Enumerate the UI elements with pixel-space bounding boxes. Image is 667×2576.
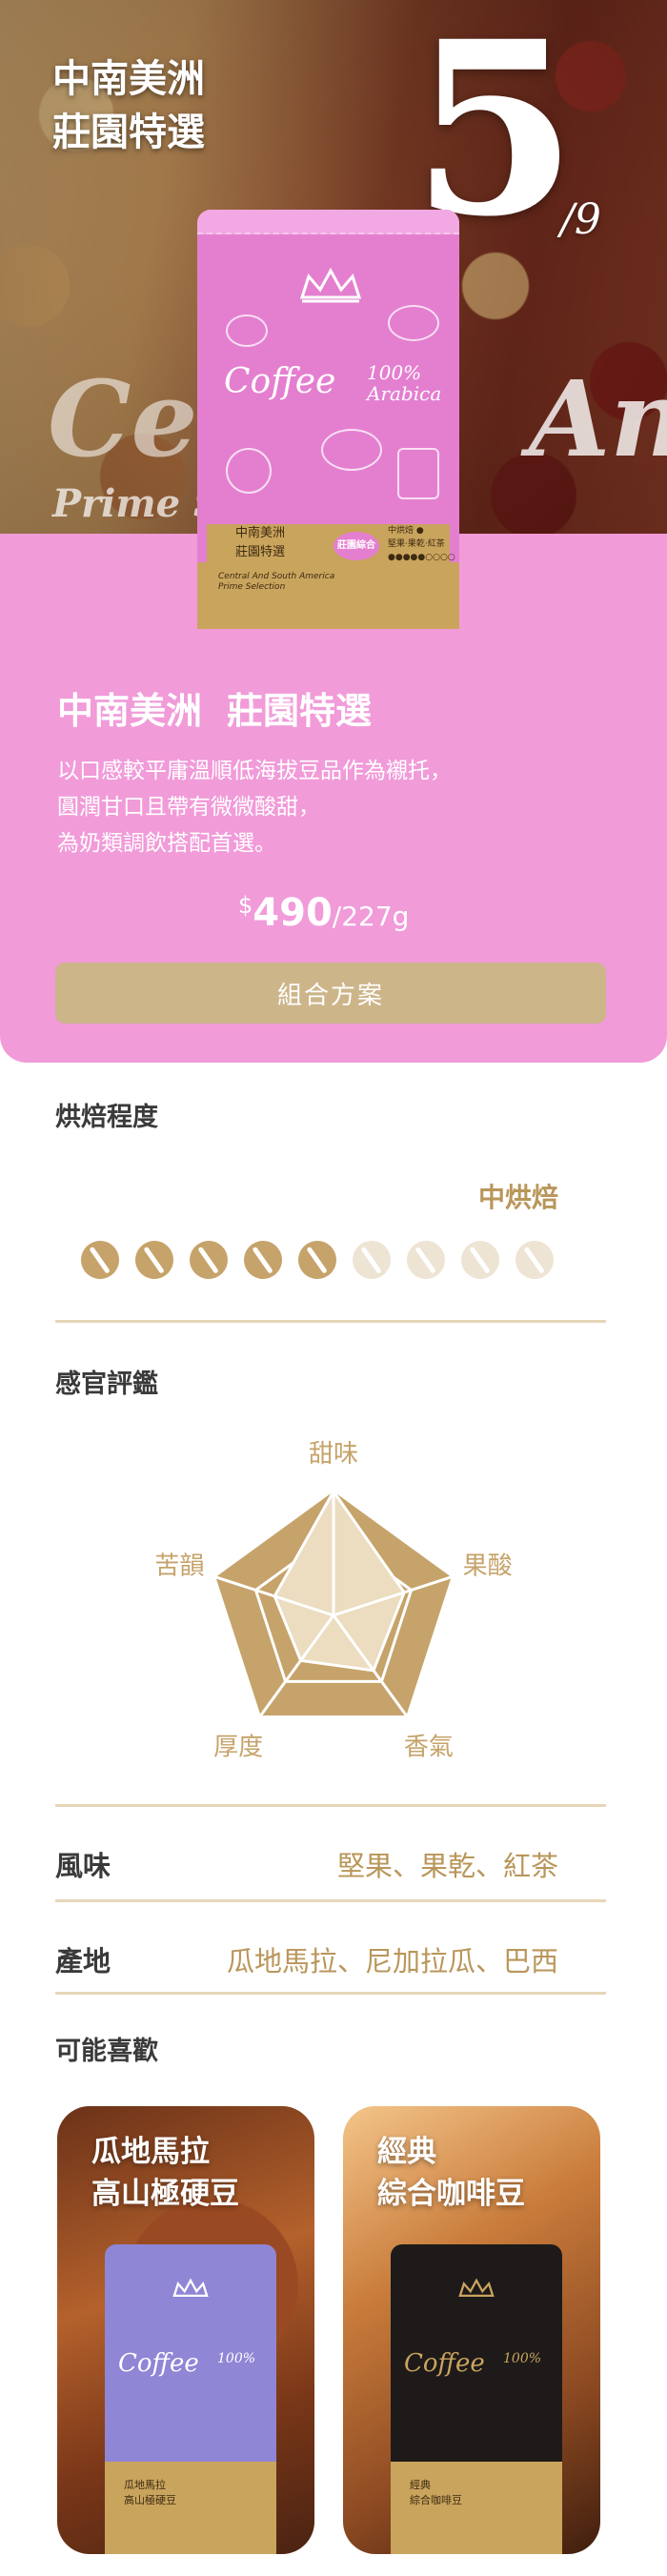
mini-bag-coffee-script: Coffee	[404, 2349, 485, 2378]
hero-ghost-text-right: An	[529, 357, 667, 480]
mini-bag-arabica: 100%	[217, 2351, 256, 2366]
product-bag-image: Coffee 100% Arabica 中南美洲 莊園特選 Central And…	[197, 210, 459, 629]
recommend-card-guatemala[interactable]: 瓜地馬拉 高山極硬豆 Coffee 100% 瓜地馬拉 高山極硬豆	[57, 2106, 314, 2554]
product-title-part2: 莊園特選	[227, 689, 373, 732]
price-amount: 490	[253, 891, 333, 935]
bean-icon-empty	[345, 1233, 398, 1287]
recommend-title-line2: 高山極硬豆	[91, 2177, 239, 2211]
mini-bag-label-line2: 高山極硬豆	[124, 2494, 176, 2506]
hero-title: 中南美洲 莊園特選	[52, 52, 205, 159]
crown-logo-icon	[458, 2278, 495, 2297]
bean-icon-filled	[128, 1233, 181, 1287]
divider	[55, 1320, 606, 1323]
recommend-title-line1: 瓜地馬拉	[91, 2135, 210, 2169]
bag-body: Coffee 100% Arabica	[197, 210, 459, 581]
mini-bag-label-line1: 瓜地馬拉	[124, 2479, 166, 2491]
bag-arabica-text: 100% Arabica	[367, 361, 442, 405]
slide-index: 5	[412, 0, 577, 269]
recommend-bag-image: Coffee 100% 經典 綜合咖啡豆	[391, 2244, 562, 2554]
description-line3: 為奶類調飲搭配首選。	[57, 831, 276, 856]
crown-logo-icon	[299, 267, 362, 303]
mini-bag-bottom	[391, 2462, 562, 2554]
recommend-card-title: 瓜地馬拉 高山極硬豆	[91, 2131, 239, 2215]
bag-label-name: 中南美洲 莊園特選	[235, 524, 285, 562]
product-description: 以口感較平庸溫順低海拔豆品作為襯托， 圓潤甘口且帶有微微酸甜， 為奶類調飲搭配首…	[57, 753, 629, 862]
mini-bag-label: 經典 綜合咖啡豆	[410, 2478, 462, 2508]
mini-bag-arabica: 100%	[503, 2351, 542, 2366]
radar-axis-label: 苦韻	[154, 1552, 204, 1580]
roast-heading: 烘焙程度	[55, 1103, 158, 1132]
product-title-part1: 中南美洲	[57, 689, 203, 732]
bean-icon-filled	[236, 1233, 290, 1287]
bag-coffee-script: Coffee	[224, 362, 336, 401]
radar-axis-label: 香氣	[404, 1734, 454, 1762]
radar-axis-line	[332, 1614, 408, 1717]
description-line2: 圓潤甘口且帶有微微酸甜，	[57, 795, 320, 820]
origin-value: 瓜地馬拉、尼加拉瓜、巴西	[226, 1945, 558, 1978]
price-currency: $	[238, 892, 253, 919]
bean-icon-filled	[73, 1233, 127, 1287]
bean-icon-empty	[454, 1233, 507, 1287]
bag-label-english: Central And South America Prime Selection	[218, 572, 335, 592]
doodle-decoration	[388, 305, 439, 341]
divider	[55, 1804, 606, 1807]
sensory-heading: 感官評鑑	[55, 1369, 158, 1399]
hero-title-line2: 莊園特選	[52, 110, 205, 154]
radar-grid-ring	[253, 1531, 414, 1683]
recommend-card-title: 經典 綜合咖啡豆	[377, 2131, 525, 2215]
hero-ghost-text-left: Ce	[48, 357, 198, 480]
hero-ghost-subtext: Prime S	[52, 481, 221, 526]
bag-label-line1: 中南美洲	[235, 526, 286, 540]
bean-icon-filled	[182, 1233, 235, 1287]
divider	[55, 1899, 606, 1902]
recommend-card-classic-blend[interactable]: 經典 綜合咖啡豆 Coffee 100% 經典 綜合咖啡豆	[343, 2106, 600, 2554]
mini-bag-label-line1: 經典	[410, 2479, 431, 2491]
mini-bag-bottom	[105, 2462, 276, 2554]
bag-badge: 莊園綜合	[334, 532, 379, 560]
origin-label: 產地	[55, 1945, 111, 1978]
mini-bag-label-line2: 綜合咖啡豆	[410, 2494, 462, 2506]
radar-axis-label: 果酸	[463, 1552, 513, 1580]
price-unit: /227g	[332, 901, 410, 932]
product-price: $490/227g	[238, 891, 409, 935]
radar-axis-label: 甜味	[309, 1440, 358, 1469]
bean-icon-filled	[291, 1233, 344, 1287]
recommend-heading: 可能喜歡	[55, 2037, 158, 2066]
radar-axis-line	[259, 1614, 335, 1717]
bag-seal	[197, 210, 459, 234]
crown-logo-icon	[172, 2278, 209, 2297]
doodle-decoration	[226, 448, 272, 494]
bag-label-notes: 中烘焙 ● 堅果·果乾·紅茶 ●●●●●○○○○	[388, 526, 455, 562]
flavor-value: 堅果、果乾、紅茶	[336, 1850, 558, 1882]
recommend-title-line1: 經典	[377, 2135, 436, 2169]
flavor-label: 風味	[55, 1850, 111, 1882]
mini-bag-label: 瓜地馬拉 高山極硬豆	[124, 2478, 176, 2508]
doodle-decoration	[397, 448, 439, 499]
combo-plan-button[interactable]: 組合方案	[55, 963, 606, 1024]
bag-label-line2: 莊園特選	[235, 545, 286, 559]
product-title: 中南美洲 莊園特選	[57, 681, 372, 734]
doodle-decoration	[226, 314, 268, 347]
roast-level-beans	[73, 1233, 561, 1287]
bean-icon-empty	[399, 1233, 453, 1287]
doodle-decoration	[321, 429, 382, 471]
radar-score-area	[273, 1489, 406, 1673]
recommend-title-line2: 綜合咖啡豆	[377, 2177, 525, 2211]
recommend-bag-image: Coffee 100% 瓜地馬拉 高山極硬豆	[105, 2244, 276, 2554]
mini-bag-body	[391, 2244, 562, 2483]
roast-level-value: 中烘焙	[477, 1182, 558, 1213]
divider	[55, 1992, 606, 1995]
mini-bag-coffee-script: Coffee	[118, 2349, 199, 2378]
description-line1: 以口感較平庸溫順低海拔豆品作為襯托，	[57, 759, 452, 783]
bag-label: 中南美洲 莊園特選 Central And South America Prime…	[207, 524, 455, 619]
bean-icon-empty	[508, 1233, 561, 1287]
slide-total: /9	[560, 195, 601, 244]
radar-axis-line	[333, 1575, 453, 1617]
radar-axis-label: 厚度	[213, 1734, 263, 1762]
hero-title-line1: 中南美洲	[52, 56, 205, 101]
mini-bag-body	[105, 2244, 276, 2483]
radar-axis-line	[214, 1575, 334, 1617]
